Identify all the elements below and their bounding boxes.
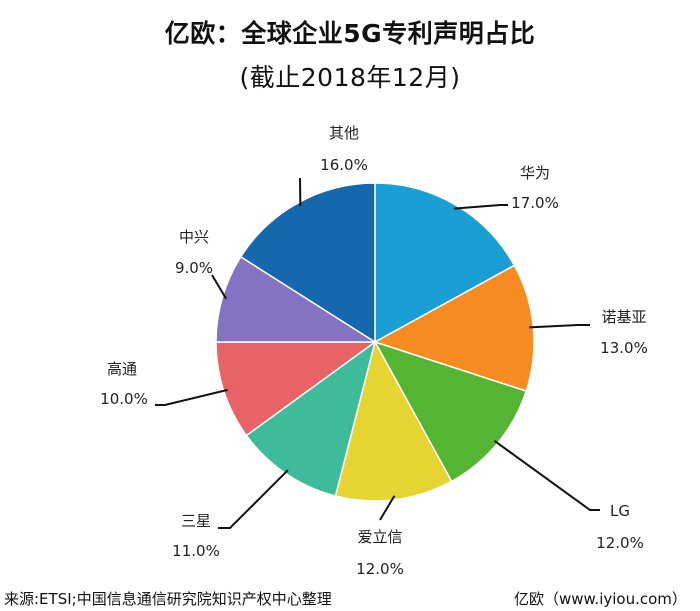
slice-name-label: 其他: [329, 124, 359, 142]
slice-name-label: 诺基亚: [601, 308, 646, 326]
slice-percent-label: 13.0%: [600, 339, 648, 357]
leader-line: [211, 274, 228, 300]
pie-slices: [215, 182, 535, 502]
slice-percent-label: 16.0%: [320, 156, 368, 174]
pie-slice: [334, 339, 453, 502]
slice-name-label: 爱立信: [357, 528, 402, 546]
slice-percent-label: 9.0%: [175, 259, 213, 277]
leader-line: [218, 469, 289, 529]
credit-note: 亿欧（www.iyiou.com）: [514, 590, 687, 608]
pie-slice: [215, 255, 378, 343]
leader-line: [379, 495, 396, 521]
pie-slice: [374, 182, 516, 344]
slice-name-label: 中兴: [179, 228, 209, 246]
slice-percent-label: 12.0%: [596, 534, 644, 552]
source-note: 来源:ETSI;中国信息通信研究院知识产权中心整理: [4, 590, 332, 608]
leader-line: [453, 204, 508, 210]
leader-line: [529, 324, 590, 329]
chart-title: 亿欧：全球企业5G专利声明占比: [164, 19, 536, 48]
slice-labels: 华为 17.0% 诺基亚 13.0% LG 12.0% 爱立信 12.0% 三星 11.0% 高通 1…: [100, 124, 648, 578]
slice-name-label: 三星: [181, 512, 211, 530]
slice-percent-label: 11.0%: [172, 542, 220, 560]
pie-slice: [239, 182, 376, 344]
slice-name-label: 高通: [107, 360, 137, 378]
leader-lines: [155, 177, 600, 529]
slice-percent-label: 17.0%: [511, 194, 559, 212]
leader-line: [155, 388, 228, 406]
slice-name-label: 华为: [520, 164, 550, 182]
slice-percent-label: 12.0%: [356, 560, 404, 578]
slice-name-label: LG: [610, 502, 630, 520]
chart-subtitle: (截止2018年12月): [239, 63, 461, 92]
leader-line: [493, 439, 600, 511]
slice-percent-label: 10.0%: [100, 390, 148, 408]
